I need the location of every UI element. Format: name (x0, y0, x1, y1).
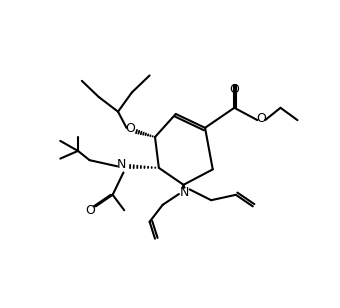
Text: O: O (125, 122, 135, 135)
Text: O: O (85, 204, 95, 217)
Text: O: O (256, 112, 266, 125)
Text: N: N (180, 186, 189, 199)
Polygon shape (182, 185, 185, 188)
Text: O: O (230, 83, 239, 96)
Text: N: N (117, 158, 126, 171)
